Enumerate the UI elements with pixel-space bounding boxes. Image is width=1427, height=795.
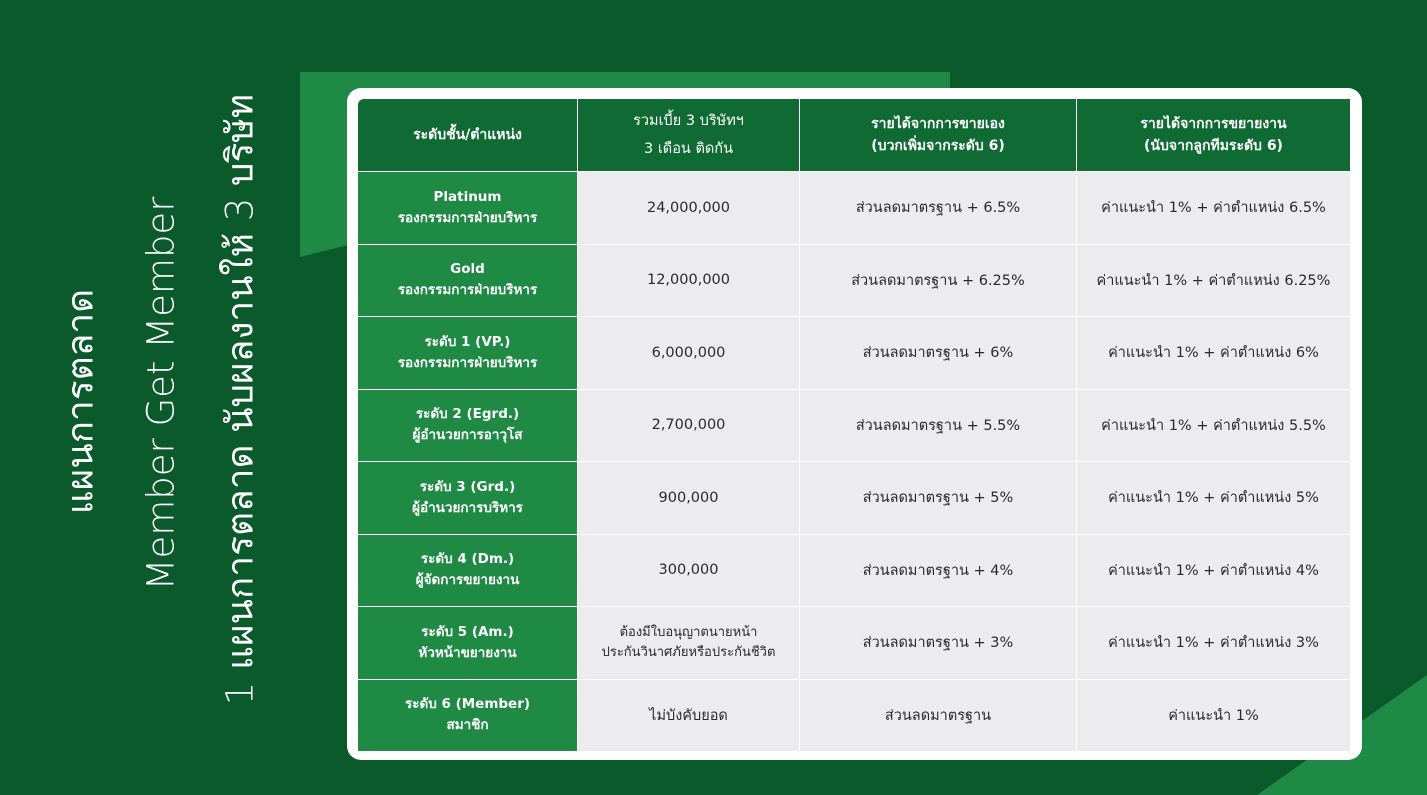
level-cell: ระดับ 3 (Grd.) ผู้อำนวยการบริหาร bbox=[357, 461, 578, 535]
table-row: ระดับ 1 (VP.) รองกรรมการฝ่ายบริหาร 6,000,0… bbox=[357, 316, 1351, 390]
header-premium: รวมเบี้ย 3 บริษัทฯ 3 เดือน ติดกัน bbox=[577, 98, 800, 172]
premium-cell: 2,700,000 bbox=[577, 388, 800, 462]
level-cell: Gold รองกรรมการฝ่ายบริหาร bbox=[357, 243, 578, 317]
table-row: ระดับ 2 (Egrd.) ผู้อำนวยการอาวุโส 2,700,00… bbox=[357, 388, 1351, 462]
table-row: Platinum รองกรรมการฝ่ายบริหาร 24,000,000 ส่… bbox=[357, 171, 1351, 245]
premium-cell: 24,000,000 bbox=[577, 171, 800, 245]
own-sales-cell: ส่วนลดมาตรฐาน + 6.25% bbox=[799, 243, 1077, 317]
own-sales-cell: ส่วนลดมาตรฐาน + 4% bbox=[799, 533, 1077, 607]
level-cell: ระดับ 6 (Member) สมาชิก bbox=[357, 678, 578, 752]
own-sales-cell: ส่วนลดมาตรฐาน + 3% bbox=[799, 606, 1077, 680]
header-team-income: รายได้จากการขยายงาน (นับจากลูกทีมระดับ 6… bbox=[1076, 98, 1351, 172]
table-row: ระดับ 3 (Grd.) ผู้อำนวยการบริหาร 900,000 ส่… bbox=[357, 461, 1351, 535]
level-cell: ระดับ 5 (Am.) หัวหน้าขยายงาน bbox=[357, 606, 578, 680]
premium-cell: ไม่บังคับยอด bbox=[577, 678, 800, 752]
level-cell: ระดับ 4 (Dm.) ผู้จัดการขยายงาน bbox=[357, 533, 578, 607]
side-title-line-3: 1 แผนการตลาด นับผลงานให้ 3 บริษัท bbox=[218, 93, 262, 706]
premium-cell: ต้องมีใบอนุญาตนายหน้า ประกันวินาศภัยหรือป… bbox=[577, 606, 800, 680]
own-sales-cell: ส่วนลดมาตรฐาน + 6% bbox=[799, 316, 1077, 390]
table-row: Gold รองกรรมการฝ่ายบริหาร 12,000,000 ส่วนลด… bbox=[357, 243, 1351, 317]
own-sales-cell: ส่วนลดมาตรฐาน + 5% bbox=[799, 461, 1077, 535]
table-row: ระดับ 5 (Am.) หัวหน้าขยายงาน ต้องมีใบอนุญา… bbox=[357, 606, 1351, 680]
commission-table: ระดับชั้น/ตำแหน่ง รวมเบี้ย 3 บริษัทฯ 3 เ… bbox=[357, 98, 1351, 752]
premium-cell: 900,000 bbox=[577, 461, 800, 535]
level-cell: ระดับ 1 (VP.) รองกรรมการฝ่ายบริหาร bbox=[357, 316, 578, 390]
table-row: ระดับ 4 (Dm.) ผู้จัดการขยายงาน 300,000 ส่วน… bbox=[357, 533, 1351, 607]
team-income-cell: ค่าแนะนำ 1% + ค่าตำแหน่ง 4% bbox=[1076, 533, 1351, 607]
team-income-cell: ค่าแนะนำ 1% + ค่าตำแหน่ง 3% bbox=[1076, 606, 1351, 680]
table-card: ระดับชั้น/ตำแหน่ง รวมเบี้ย 3 บริษัทฯ 3 เ… bbox=[347, 88, 1362, 760]
own-sales-cell: ส่วนลดมาตรฐาน + 5.5% bbox=[799, 388, 1077, 462]
own-sales-cell: ส่วนลดมาตรฐาน bbox=[799, 678, 1077, 752]
premium-cell: 12,000,000 bbox=[577, 243, 800, 317]
team-income-cell: ค่าแนะนำ 1% + ค่าตำแหน่ง 6.5% bbox=[1076, 171, 1351, 245]
level-cell: Platinum รองกรรมการฝ่ายบริหาร bbox=[357, 171, 578, 245]
premium-cell: 300,000 bbox=[577, 533, 800, 607]
own-sales-cell: ส่วนลดมาตรฐาน + 6.5% bbox=[799, 171, 1077, 245]
premium-cell: 6,000,000 bbox=[577, 316, 800, 390]
team-income-cell: ค่าแนะนำ 1% + ค่าตำแหน่ง 6% bbox=[1076, 316, 1351, 390]
team-income-cell: ค่าแนะนำ 1% + ค่าตำแหน่ง 5.5% bbox=[1076, 388, 1351, 462]
table-header-row: ระดับชั้น/ตำแหน่ง รวมเบี้ย 3 บริษัทฯ 3 เ… bbox=[357, 98, 1351, 172]
side-title-line-1: แผนการตลาด bbox=[58, 288, 102, 515]
header-own-sales: รายได้จากการขายเอง (บวกเพิ่มจากระดับ 6) bbox=[799, 98, 1077, 172]
table-row: ระดับ 6 (Member) สมาชิก ไม่บังคับยอด ส่วนลด… bbox=[357, 678, 1351, 752]
team-income-cell: ค่าแนะนำ 1% + ค่าตำแหน่ง 5% bbox=[1076, 461, 1351, 535]
level-cell: ระดับ 2 (Egrd.) ผู้อำนวยการอาวุโส bbox=[357, 388, 578, 462]
team-income-cell: ค่าแนะนำ 1% + ค่าตำแหน่ง 6.25% bbox=[1076, 243, 1351, 317]
header-level: ระดับชั้น/ตำแหน่ง bbox=[357, 98, 578, 172]
team-income-cell: ค่าแนะนำ 1% bbox=[1076, 678, 1351, 752]
side-title-line-2: Member Get Member bbox=[139, 196, 183, 591]
